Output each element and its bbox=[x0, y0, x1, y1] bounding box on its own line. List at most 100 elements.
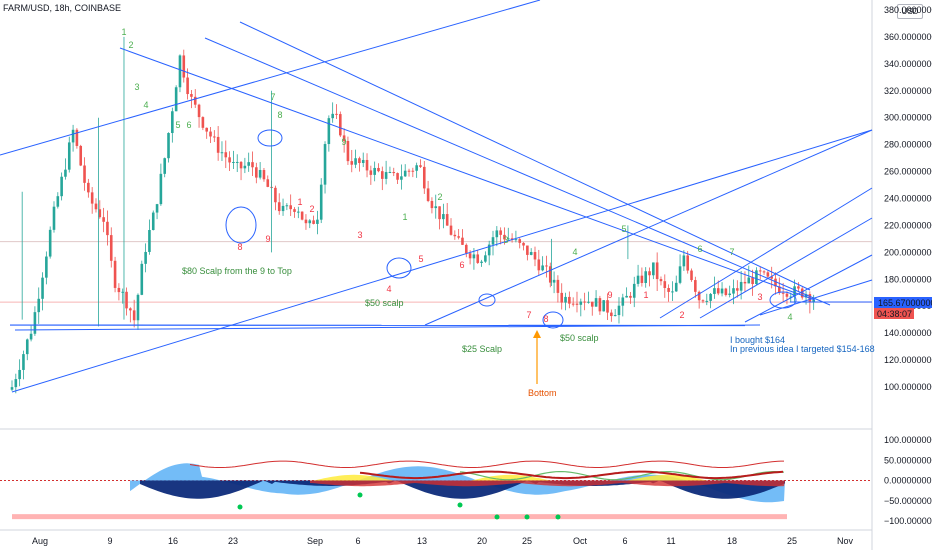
price-tick-label: 360.00000000 bbox=[884, 32, 932, 42]
candle-body bbox=[659, 279, 663, 282]
candle-body bbox=[201, 117, 205, 128]
annotation-text: In previous idea I targeted $154-168 bbox=[730, 344, 875, 354]
candle-body bbox=[445, 214, 449, 226]
candle-body bbox=[174, 87, 178, 112]
candle-body bbox=[235, 161, 239, 163]
candles bbox=[10, 36, 815, 394]
candle-body bbox=[575, 303, 579, 305]
candle-body bbox=[159, 173, 163, 205]
candle-body bbox=[331, 113, 334, 119]
candle-body bbox=[556, 279, 560, 293]
price-tick-label: 200.00000000 bbox=[884, 247, 932, 257]
candle-body bbox=[449, 225, 453, 235]
candle-body bbox=[438, 206, 441, 220]
osc-tick-label: −100.00000000 bbox=[884, 516, 932, 526]
candle-body bbox=[709, 293, 712, 301]
candle-body bbox=[216, 136, 220, 153]
time-tick-label: 6 bbox=[622, 536, 627, 546]
candle-body bbox=[193, 96, 197, 105]
candle-body bbox=[487, 244, 491, 256]
candle-body bbox=[713, 288, 716, 294]
candle-body bbox=[518, 239, 522, 243]
osc-fast-line bbox=[459, 471, 785, 481]
candle-body bbox=[178, 55, 182, 88]
candle-body bbox=[224, 152, 228, 158]
candle-body bbox=[480, 261, 483, 263]
candle-body bbox=[812, 299, 815, 302]
candle-body bbox=[350, 161, 354, 165]
trendline bbox=[659, 187, 873, 319]
candle-body bbox=[14, 379, 18, 388]
osc-wave-yellow bbox=[300, 474, 780, 481]
td-count: 4 bbox=[787, 312, 792, 322]
osc-slow-line bbox=[359, 470, 784, 480]
osc-tick-label: 50.00000000 bbox=[884, 455, 932, 465]
time-tick-label: 9 bbox=[107, 536, 112, 546]
candle-body bbox=[289, 205, 292, 210]
candle-body bbox=[10, 387, 14, 390]
candle-body bbox=[686, 255, 689, 271]
highlight-ellipse bbox=[769, 291, 797, 309]
td-count: 6 bbox=[697, 244, 702, 254]
candle-body bbox=[48, 229, 52, 257]
candle-body bbox=[548, 266, 552, 283]
candle-body bbox=[411, 170, 415, 172]
candle-body bbox=[499, 230, 502, 235]
td-count: 5 bbox=[621, 224, 626, 234]
td-count: 3 bbox=[503, 235, 508, 245]
candle-body bbox=[67, 142, 71, 170]
candle-body bbox=[56, 196, 60, 207]
candle-body bbox=[644, 271, 648, 283]
candle-body bbox=[148, 230, 151, 252]
candle-body bbox=[163, 158, 166, 174]
time-tick-label: 25 bbox=[787, 536, 797, 546]
time-axis: Aug 9 16 23 Sep 6 13 20 25 Oct 6 11 18 25 Nov bbox=[32, 536, 854, 546]
candle-body bbox=[560, 292, 564, 303]
currency-badge[interactable]: USD bbox=[897, 4, 923, 19]
candle-body bbox=[778, 286, 781, 293]
candle-body bbox=[400, 176, 403, 180]
trendline bbox=[759, 279, 873, 316]
candle-body bbox=[770, 276, 773, 279]
candle-body bbox=[339, 114, 342, 136]
candle-body bbox=[434, 206, 438, 209]
time-tick-label: 11 bbox=[666, 536, 675, 546]
td-count: 9 bbox=[607, 290, 612, 300]
candle-body bbox=[335, 113, 338, 115]
price-tick-label: 120.00000000 bbox=[884, 355, 932, 365]
candle-body bbox=[37, 298, 41, 313]
candle-body bbox=[655, 262, 659, 280]
candle-body bbox=[751, 277, 754, 285]
candle-body bbox=[640, 275, 644, 283]
candle-body bbox=[632, 283, 636, 298]
candle-body bbox=[739, 281, 743, 291]
candle-body bbox=[380, 171, 384, 179]
price-tick-label: 240.00000000 bbox=[884, 194, 932, 204]
highlight-ellipse bbox=[386, 257, 412, 279]
candle-body bbox=[682, 255, 686, 267]
candle-body bbox=[239, 161, 243, 169]
chart-header: FARM/USD, 18h, COINBASE bbox=[3, 3, 121, 13]
candle-body bbox=[766, 272, 770, 277]
candle-body bbox=[209, 131, 212, 137]
candle-body bbox=[117, 287, 121, 293]
candle-body bbox=[590, 301, 594, 307]
candle-body bbox=[71, 129, 75, 143]
td-count: 4 bbox=[386, 284, 391, 294]
candle-body bbox=[457, 236, 460, 238]
candle-body bbox=[472, 254, 476, 259]
candle-body bbox=[568, 296, 571, 304]
candle-body bbox=[281, 205, 285, 212]
time-tick-label: Aug bbox=[32, 536, 48, 546]
candle-body bbox=[232, 161, 235, 163]
highlight-ellipse bbox=[257, 129, 283, 147]
price-tick-label: 260.00000000 bbox=[884, 167, 932, 177]
candle-body bbox=[361, 159, 365, 164]
candle-body bbox=[155, 204, 159, 213]
trendline bbox=[14, 324, 761, 331]
td-count: 7 bbox=[526, 310, 531, 320]
candle-body bbox=[464, 244, 468, 254]
candle-body bbox=[64, 169, 67, 177]
candle-body bbox=[621, 297, 625, 306]
